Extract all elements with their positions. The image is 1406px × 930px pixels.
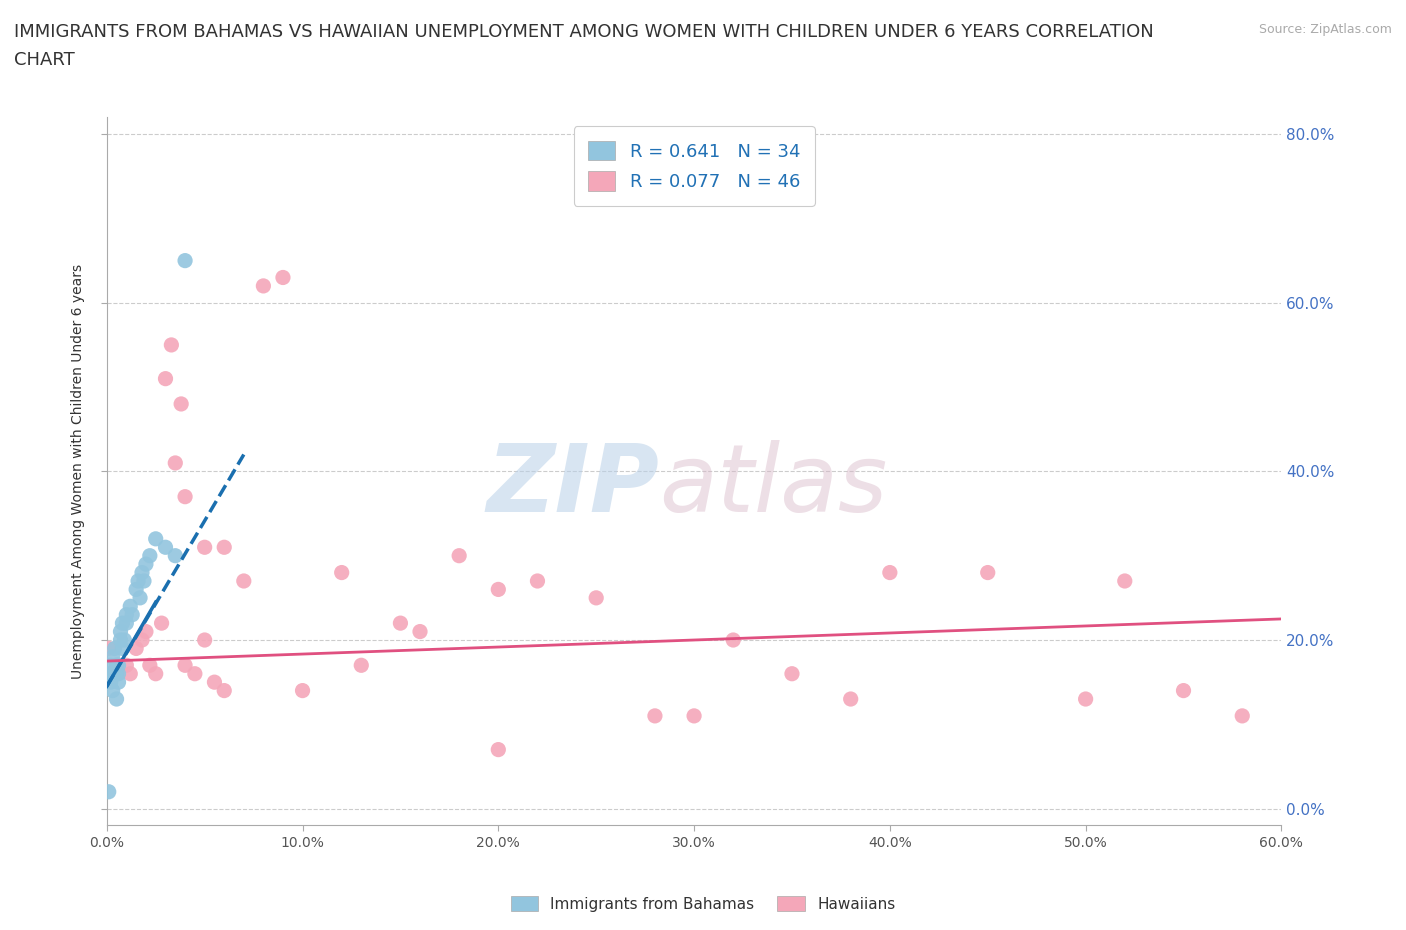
- Point: [135, 624, 157, 639]
- Point: [879, 565, 901, 580]
- Point: [135, 557, 157, 572]
- Point: [111, 641, 134, 656]
- Point: [115, 607, 138, 622]
- Point: [350, 658, 373, 672]
- Legend: R = 0.641   N = 34, R = 0.077   N = 46: R = 0.641 N = 34, R = 0.077 N = 46: [574, 126, 814, 206]
- Point: [121, 607, 143, 622]
- Y-axis label: Unemployment Among Women with Children Under 6 years: Unemployment Among Women with Children U…: [72, 264, 86, 679]
- Point: [139, 549, 162, 564]
- Point: [107, 666, 129, 681]
- Point: [526, 574, 548, 589]
- Text: Source: ZipAtlas.com: Source: ZipAtlas.com: [1258, 23, 1392, 36]
- Point: [486, 582, 509, 597]
- Text: IMMIGRANTS FROM BAHAMAS VS HAWAIIAN UNEMPLOYMENT AMONG WOMEN WITH CHILDREN UNDER: IMMIGRANTS FROM BAHAMAS VS HAWAIIAN UNEM…: [14, 23, 1154, 41]
- Point: [1114, 574, 1136, 589]
- Point: [977, 565, 1000, 580]
- Point: [160, 338, 183, 352]
- Point: [194, 632, 217, 647]
- Point: [780, 666, 803, 681]
- Point: [127, 574, 149, 589]
- Point: [165, 456, 187, 471]
- Point: [170, 396, 193, 411]
- Point: [204, 675, 226, 690]
- Point: [486, 742, 509, 757]
- Point: [105, 658, 128, 672]
- Point: [105, 692, 128, 707]
- Point: [252, 278, 274, 293]
- Point: [145, 531, 167, 546]
- Point: [100, 658, 122, 672]
- Point: [112, 632, 135, 647]
- Point: [155, 539, 177, 554]
- Point: [110, 632, 132, 647]
- Point: [131, 565, 153, 580]
- Text: ZIP: ZIP: [486, 440, 659, 532]
- Point: [291, 684, 314, 698]
- Point: [1173, 684, 1195, 698]
- Point: [107, 658, 129, 672]
- Point: [194, 539, 217, 554]
- Point: [125, 582, 148, 597]
- Point: [330, 565, 353, 580]
- Point: [107, 675, 129, 690]
- Point: [150, 616, 173, 631]
- Point: [174, 658, 197, 672]
- Point: [212, 684, 235, 698]
- Point: [155, 371, 177, 386]
- Point: [449, 549, 471, 564]
- Point: [132, 574, 155, 589]
- Point: [97, 641, 120, 656]
- Point: [97, 666, 120, 681]
- Point: [115, 658, 138, 672]
- Point: [145, 666, 167, 681]
- Point: [97, 784, 120, 799]
- Point: [1074, 692, 1097, 707]
- Point: [1232, 709, 1254, 724]
- Point: [174, 489, 197, 504]
- Point: [389, 616, 412, 631]
- Point: [271, 270, 294, 285]
- Point: [129, 591, 152, 605]
- Point: [105, 666, 128, 681]
- Point: [125, 641, 148, 656]
- Point: [120, 599, 142, 614]
- Point: [110, 624, 132, 639]
- Point: [100, 675, 122, 690]
- Point: [839, 692, 862, 707]
- Point: [409, 624, 432, 639]
- Point: [585, 591, 607, 605]
- Point: [101, 649, 124, 664]
- Point: [104, 666, 127, 681]
- Point: [104, 641, 127, 656]
- Point: [111, 616, 134, 631]
- Point: [131, 632, 153, 647]
- Point: [165, 549, 187, 564]
- Point: [120, 666, 142, 681]
- Text: CHART: CHART: [14, 51, 75, 69]
- Point: [683, 709, 706, 724]
- Point: [105, 658, 128, 672]
- Point: [644, 709, 666, 724]
- Text: atlas: atlas: [659, 440, 887, 531]
- Point: [174, 253, 197, 268]
- Legend: Immigrants from Bahamas, Hawaiians: Immigrants from Bahamas, Hawaiians: [505, 889, 901, 918]
- Point: [101, 684, 124, 698]
- Point: [115, 616, 138, 631]
- Point: [212, 539, 235, 554]
- Point: [184, 666, 207, 681]
- Point: [723, 632, 745, 647]
- Point: [232, 574, 254, 589]
- Point: [139, 658, 162, 672]
